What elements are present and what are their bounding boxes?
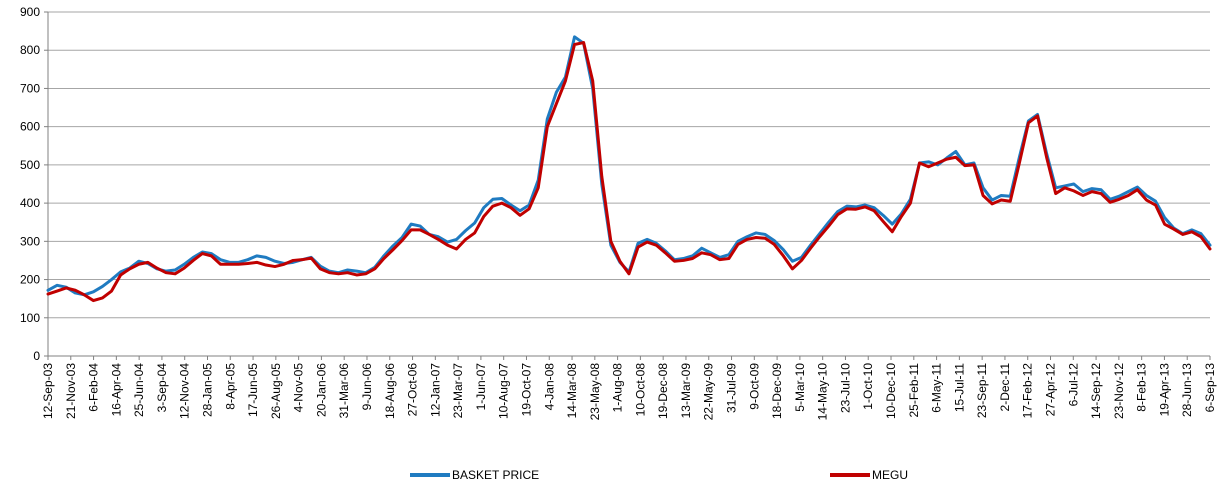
x-tick-label: 14-May-10 <box>816 363 830 421</box>
y-tick-label: 700 <box>20 81 40 95</box>
x-tick-label: 23-Jul-10 <box>838 363 852 413</box>
x-tick-label: 14-Mar-08 <box>565 363 579 419</box>
x-tick-label: 17-Jun-05 <box>246 363 260 417</box>
x-tick-label: 26-Aug-05 <box>269 363 283 419</box>
x-tick-label: 28-Jun-13 <box>1180 363 1194 417</box>
x-tick-label: 16-Apr-04 <box>109 363 123 417</box>
x-tick-label: 12-Sep-03 <box>41 363 55 419</box>
x-tick-label: 4-Nov-05 <box>292 363 306 413</box>
x-tick-label: 14-Sep-12 <box>1089 363 1103 419</box>
x-tick-label: 27-Apr-12 <box>1044 363 1058 417</box>
series-line-megu <box>46 41 1212 303</box>
x-tick-label: 3-Sep-04 <box>155 363 169 413</box>
x-tick-label: 27-Oct-06 <box>406 363 420 417</box>
x-tick-label: 18-Aug-06 <box>383 363 397 419</box>
x-tick-label: 31-Mar-06 <box>337 363 351 419</box>
legend-label: BASKET PRICE <box>452 468 539 482</box>
x-tick-label: 1-Aug-08 <box>611 363 625 413</box>
y-tick-label: 200 <box>20 273 40 287</box>
y-tick-label: 0 <box>33 349 40 363</box>
x-tick-label: 1-Jun-07 <box>474 363 488 411</box>
y-tick-label: 100 <box>20 311 40 325</box>
y-tick-label: 600 <box>20 120 40 134</box>
x-tick-label: 21-Nov-03 <box>64 363 78 419</box>
y-tick-label: 900 <box>20 5 40 19</box>
x-tick-label: 10-Dec-10 <box>884 363 898 419</box>
x-tick-label: 19-Dec-08 <box>656 363 670 419</box>
y-tick-label: 800 <box>20 43 40 57</box>
x-tick-label: 6-Feb-04 <box>87 363 101 412</box>
x-tick-label: 4-Jan-08 <box>542 363 556 411</box>
x-tick-label: 12-Jan-07 <box>428 363 442 417</box>
series-lines <box>46 35 1212 303</box>
x-tick-label: 10-Oct-08 <box>633 363 647 417</box>
y-tick-label: 300 <box>20 234 40 248</box>
legend: BASKET PRICE MEGU <box>410 468 908 482</box>
x-axis-tick-labels: 12-Sep-03 21-Nov-03 6-Feb-04 16-Apr-04 25-Ju… <box>41 356 1217 420</box>
x-tick-label: 18-Dec-09 <box>770 363 784 419</box>
grid-lines <box>48 11 1210 319</box>
x-tick-label: 5-Mar-10 <box>793 363 807 412</box>
x-tick-label: 9-Jun-06 <box>360 363 374 411</box>
x-tick-label: 25-Jun-04 <box>132 363 146 417</box>
x-tick-label: 8-Feb-13 <box>1135 363 1149 412</box>
x-tick-label: 9-Oct-09 <box>747 363 761 410</box>
x-tick-label: 15-Jul-11 <box>952 363 966 412</box>
x-tick-label: 2-Dec-11 <box>998 363 1012 412</box>
x-tick-label: 23-Sep-11 <box>975 363 989 418</box>
x-tick-label: 8-Apr-05 <box>223 363 237 410</box>
x-tick-label: 1-Oct-10 <box>861 363 875 410</box>
x-tick-label: 22-May-09 <box>702 363 716 421</box>
y-tick-label: 500 <box>20 158 40 172</box>
x-tick-label: 10-Aug-07 <box>497 363 511 419</box>
x-tick-label: 23-May-08 <box>588 363 602 421</box>
x-tick-label: 23-Nov-12 <box>1112 363 1126 419</box>
x-tick-label: 19-Oct-07 <box>519 363 533 417</box>
x-tick-label: 6-Jul-12 <box>1066 363 1080 407</box>
x-tick-label: 12-Nov-04 <box>178 363 192 419</box>
x-tick-label: 17-Feb-12 <box>1021 363 1035 419</box>
x-tick-label: 19-Apr-13 <box>1157 363 1171 417</box>
x-tick-label: 20-Jan-06 <box>314 363 328 417</box>
y-tick-label: 400 <box>20 196 40 210</box>
x-tick-label: 6-Sep-13 <box>1203 363 1217 413</box>
legend-label: MEGU <box>872 468 908 482</box>
x-tick-label: 28-Jan-05 <box>200 363 214 417</box>
y-axis-tick-labels: 0 100 200 300 400 500 600 700 800 900 <box>20 5 48 363</box>
series-line-basket-price <box>46 35 1212 297</box>
x-tick-label: 13-Mar-09 <box>679 363 693 419</box>
x-tick-label: 31-Jul-09 <box>725 363 739 413</box>
x-tick-label: 23-Mar-07 <box>451 363 465 419</box>
x-tick-label: 25-Feb-11 <box>907 363 921 418</box>
x-tick-label: 6-May-11 <box>930 363 944 413</box>
